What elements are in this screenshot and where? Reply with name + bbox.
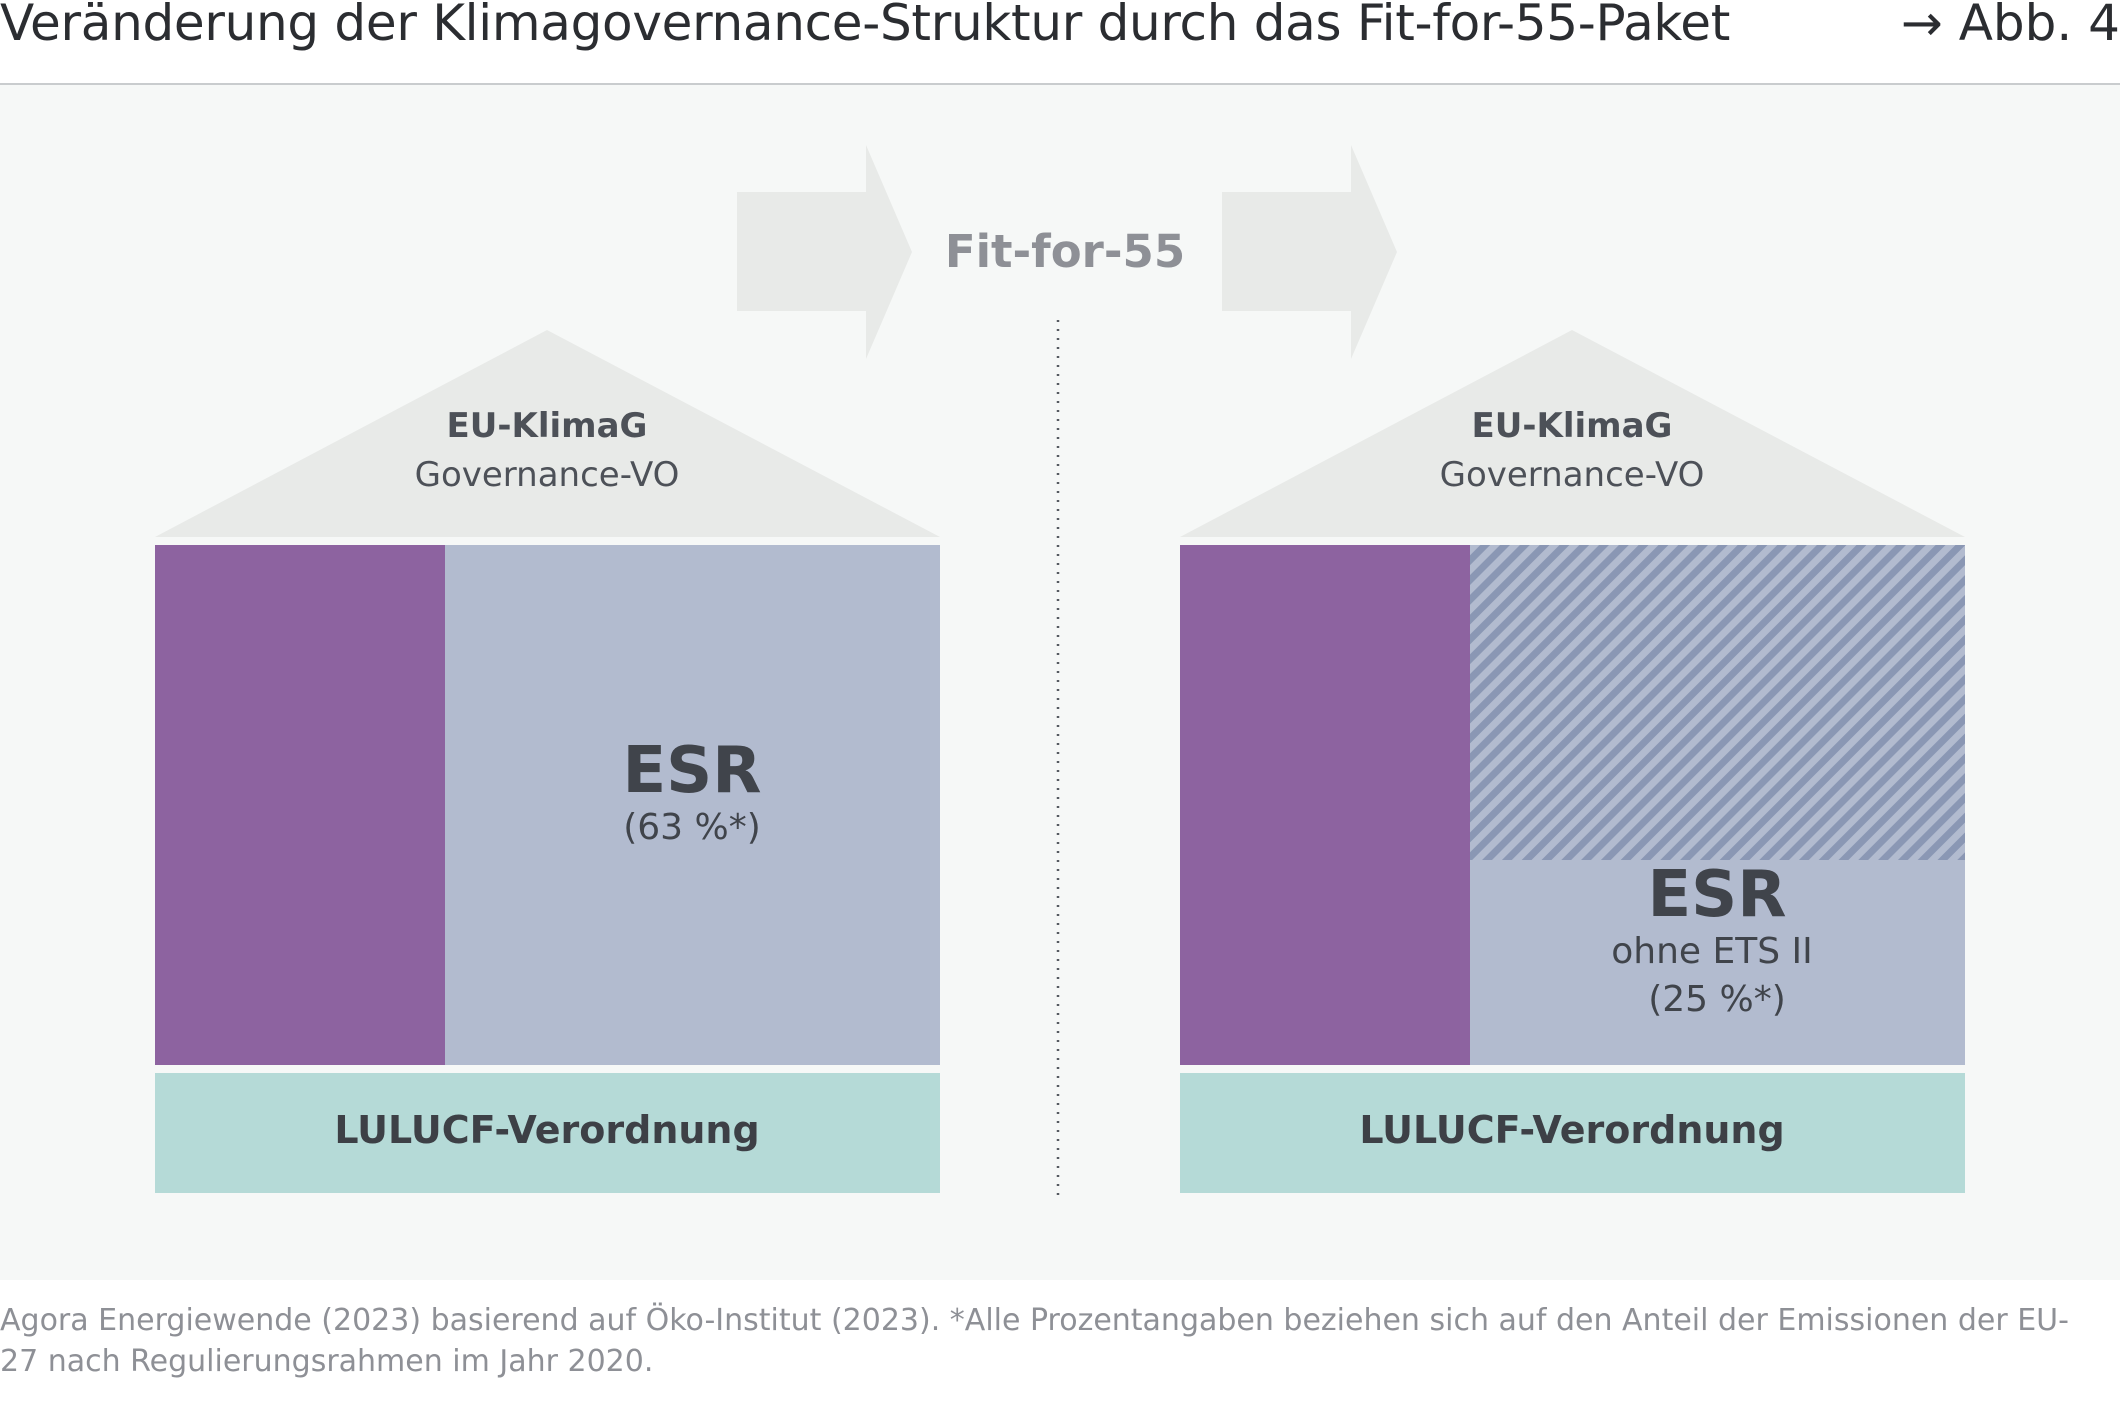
figure-reference: → Abb. 4: [1900, 0, 2120, 52]
roof-subtitle-before: Governance-VO: [415, 455, 680, 495]
hatched-block-after: [1470, 545, 1965, 860]
roof-subtitle-after: Governance-VO: [1440, 455, 1705, 495]
diagram-panel: Fit-for-55 EU-KlimaG Governance-VO ESR (…: [0, 85, 2120, 1280]
purple-block-after: [1180, 545, 1470, 1065]
esr-share-before: (63 %*): [623, 807, 761, 848]
roof-before: [155, 330, 940, 537]
lulucf-block-after: [1180, 1073, 1965, 1193]
header: Veränderung der Klimagovernance-Struktur…: [0, 0, 2120, 85]
arrow-right-shape: [1222, 145, 1397, 359]
fit-for-55-label: Fit-for-55: [945, 225, 1185, 278]
governance-diagram: Fit-for-55 EU-KlimaG Governance-VO ESR (…: [155, 145, 1965, 1195]
esr-subtitle-after: ohne ETS II: [1611, 931, 1813, 972]
roof-after: [1180, 330, 1965, 537]
esr-block-before: [445, 545, 940, 1065]
purple-block-before: [155, 545, 445, 1065]
lulucf-label-after: LULUCF-Verordnung: [1359, 1108, 1784, 1152]
house-before: EU-KlimaG Governance-VO ESR (63 %*) LULU…: [155, 330, 940, 1193]
lulucf-label-before: LULUCF-Verordnung: [334, 1108, 759, 1152]
arrow-left-shape: [737, 145, 912, 359]
figure-title: Veränderung der Klimagovernance-Struktur…: [0, 0, 1731, 52]
roof-title-before: EU-KlimaG: [447, 406, 648, 446]
esr-block-after: [1470, 860, 1965, 1065]
esr-title-before: ESR: [622, 734, 761, 808]
roof-title-after: EU-KlimaG: [1472, 406, 1673, 446]
esr-title-after: ESR: [1647, 858, 1786, 932]
lulucf-block-before: [155, 1073, 940, 1193]
esr-share-after: (25 %*): [1648, 979, 1786, 1020]
source-footnote: Agora Energiewende (2023) basierend auf …: [0, 1303, 2069, 1379]
header-divider: [0, 83, 2120, 85]
house-after: EU-KlimaG Governance-VO ESR ohne ETS II …: [1180, 330, 1965, 1193]
